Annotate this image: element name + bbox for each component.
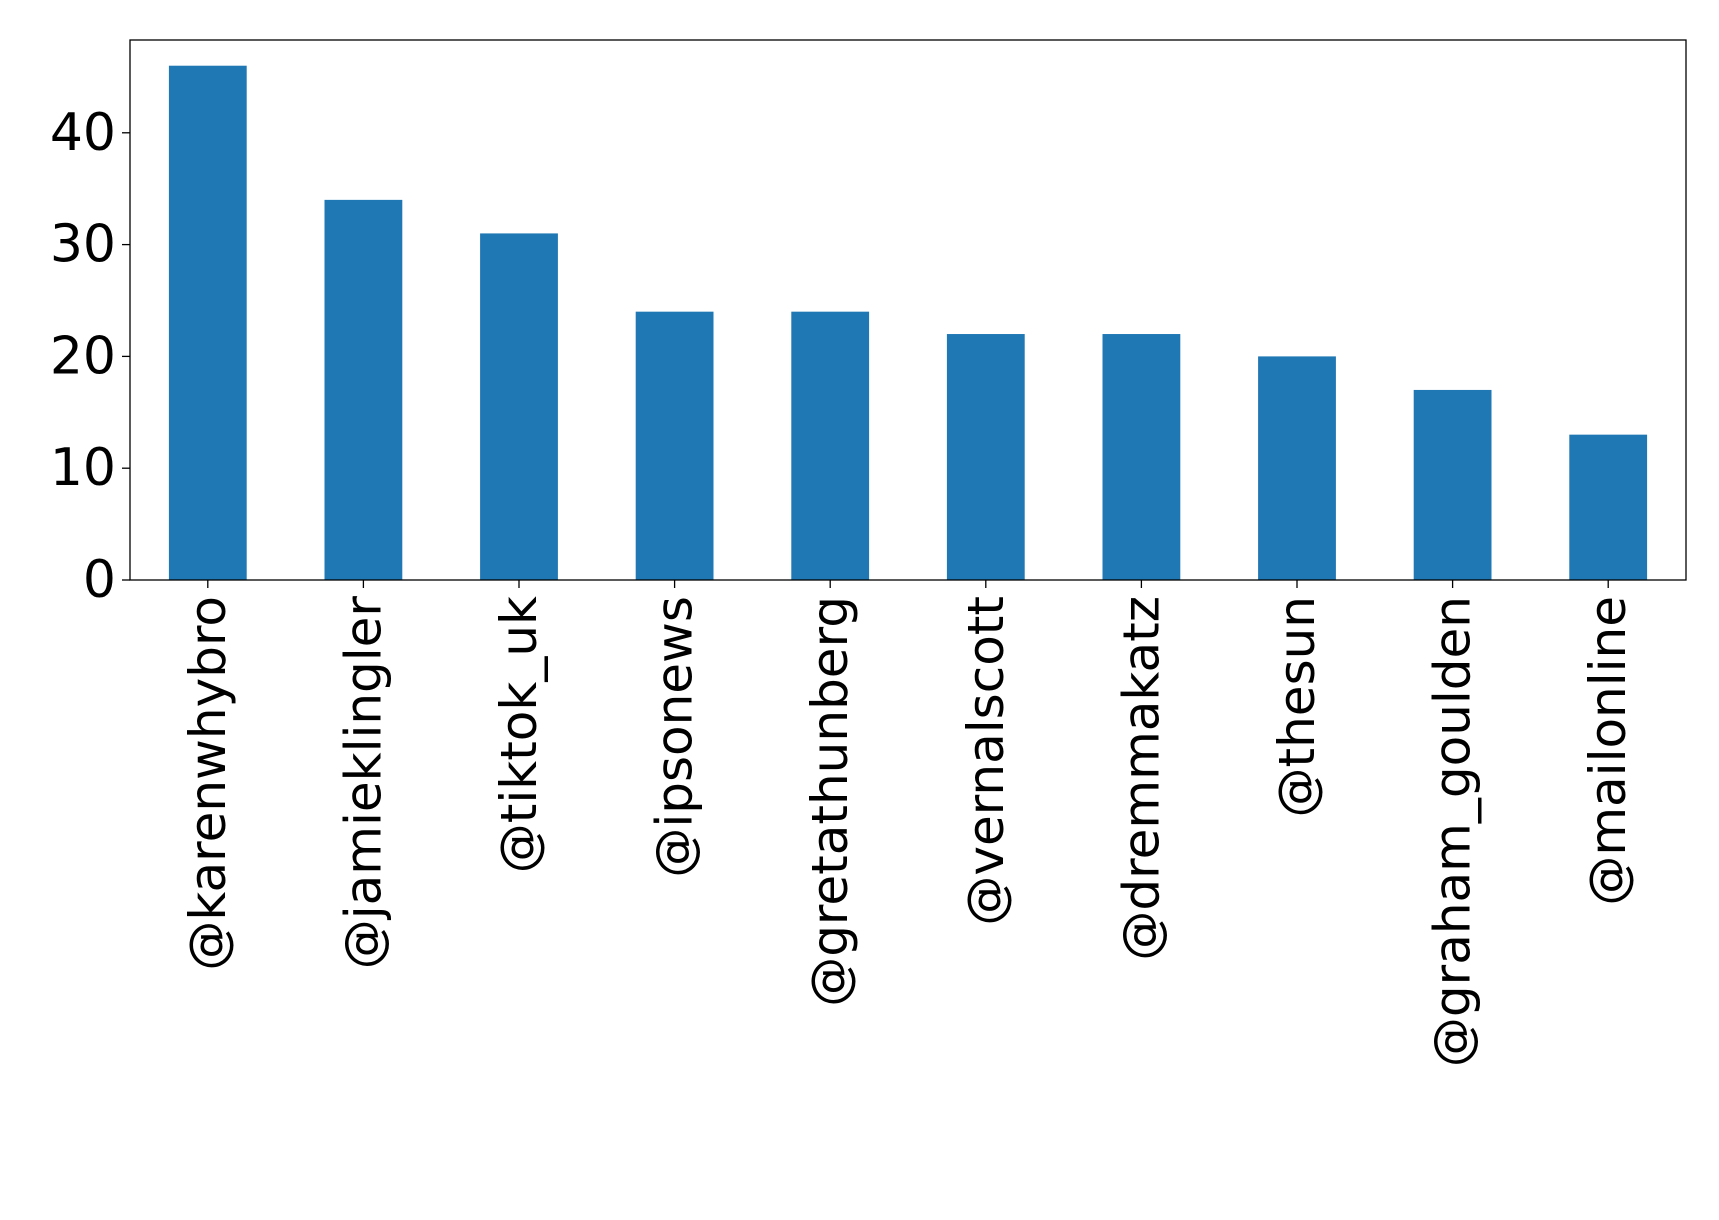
bar-vernalscott	[946, 334, 1025, 580]
y-tick-label: 10	[50, 438, 116, 498]
y-tick-label: 20	[50, 326, 116, 386]
bars-group	[168, 65, 1648, 581]
bar-dremmakatz	[1102, 334, 1181, 580]
bar-tiktok_uk	[480, 233, 558, 581]
x-tick-label: @mailonline	[1579, 596, 1637, 906]
bar-mailonline	[1569, 434, 1648, 580]
bar-jamieklingler	[324, 199, 403, 580]
x-tick-label: @vernalscott	[957, 596, 1015, 926]
x-tick-label: @dremmakatz	[1112, 596, 1170, 961]
bar-graham_goulden	[1413, 389, 1492, 580]
bar-gretathunberg	[791, 311, 870, 580]
x-tick-label: @karenwhybro	[179, 596, 237, 971]
y-tick-label: 30	[50, 215, 116, 275]
x-tick-label: @jamieklingler	[334, 596, 392, 970]
y-tick-label: 40	[50, 103, 116, 163]
x-tick-label: @tiktok_uk	[490, 596, 548, 873]
x-axis: @karenwhybro @jamieklingler @tiktok_uk @ips…	[179, 580, 1637, 1067]
x-tick-label: @gretathunberg	[801, 596, 859, 1007]
bar-thesun	[1258, 356, 1336, 580]
y-axis: 0 10 20 30 40	[50, 103, 130, 610]
plot-frame	[129, 39, 1687, 581]
bar-ipsonews	[635, 311, 714, 580]
bar-karenwhybro	[168, 65, 247, 580]
x-tick-label: @graham_goulden	[1424, 596, 1482, 1067]
x-tick-label: @ipsonews	[646, 596, 704, 878]
x-tick-label: @thesun	[1268, 596, 1326, 817]
y-tick-label: 0	[83, 550, 116, 610]
